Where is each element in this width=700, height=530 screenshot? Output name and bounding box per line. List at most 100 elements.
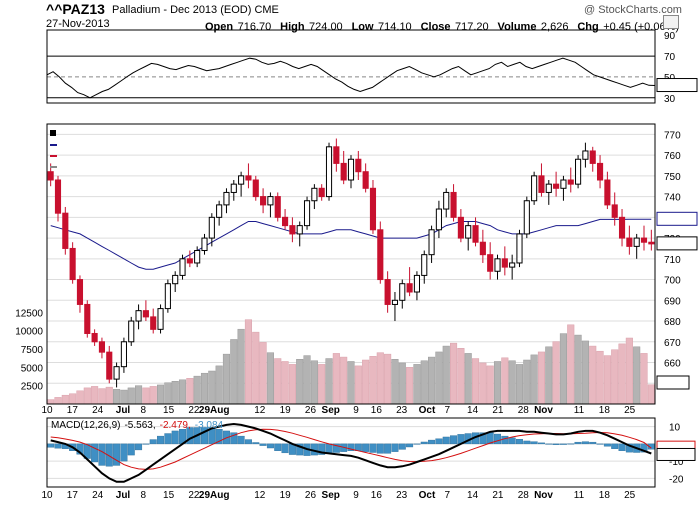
volume-bar xyxy=(369,356,377,405)
volume-bar xyxy=(244,319,252,405)
candle-body xyxy=(531,175,538,202)
candle-body xyxy=(120,341,127,368)
volume-tick-label: 12500 xyxy=(15,308,43,319)
macd-histogram-bar xyxy=(164,433,172,445)
volume-bar xyxy=(493,361,502,405)
volume-bar xyxy=(640,353,648,405)
candle-body xyxy=(318,187,325,198)
candle-body xyxy=(362,171,369,189)
candle-body xyxy=(282,216,289,227)
candle-body xyxy=(179,258,186,276)
macd-histogram-bar xyxy=(515,439,523,445)
macd-histogram-bar xyxy=(98,443,106,466)
candle-body xyxy=(626,237,633,247)
volume-bar xyxy=(537,351,546,405)
candle-body xyxy=(465,225,472,239)
candle-body xyxy=(406,283,413,293)
macd-histogram-bar xyxy=(398,443,406,450)
volume-bar xyxy=(266,352,274,405)
volume-bar xyxy=(428,356,436,405)
macd-histogram-bar xyxy=(354,443,362,451)
volume-bar xyxy=(376,352,384,405)
candle-body xyxy=(487,254,494,272)
volume-bar xyxy=(325,358,333,405)
macd-histogram-bar xyxy=(420,441,428,445)
volume-bar xyxy=(567,324,575,405)
candle-body xyxy=(399,283,406,301)
candle-body xyxy=(311,187,318,202)
volume-bar xyxy=(237,328,245,405)
arrow-up-icon[interactable] xyxy=(663,15,679,29)
macd-histogram-bar xyxy=(523,440,531,445)
volume-bar xyxy=(596,350,604,405)
volume-bar xyxy=(515,364,524,405)
volume-bar xyxy=(545,346,553,405)
price-tick-label: 750 xyxy=(664,172,681,183)
candle-body xyxy=(113,366,120,380)
volume-bar xyxy=(501,357,509,405)
x-tick-label-row1: 21 xyxy=(492,405,504,416)
macd-histogram-bar xyxy=(391,443,399,452)
date-text: 27-Nov-2013 xyxy=(46,18,110,30)
candle-body xyxy=(633,237,640,247)
candle-body xyxy=(596,162,604,181)
candle-body xyxy=(106,351,113,380)
macd-histogram-bar xyxy=(428,439,436,445)
macd-line xyxy=(50,422,652,483)
macd-histogram-bar xyxy=(376,443,384,454)
instrument-name: Palladium - Dec 2013 (EOD) CME xyxy=(112,4,279,16)
volume-bar xyxy=(252,331,260,405)
x-tick-label-row2: 25 xyxy=(624,490,636,501)
macd-histogram-bar xyxy=(120,443,128,462)
x-tick-label-row2: 10 xyxy=(41,490,53,501)
chg-value: +0.45 (+0.06%) xyxy=(603,21,680,33)
candle-body xyxy=(347,158,355,181)
macd-histogram-bar xyxy=(252,442,260,445)
volume-value: 2,626 xyxy=(540,21,569,33)
candle-body xyxy=(201,237,208,252)
macd-histogram-bar xyxy=(200,427,208,445)
macd-histogram-bar xyxy=(369,443,377,453)
macd-histogram-bar xyxy=(215,429,223,445)
close-label: Close xyxy=(420,21,451,33)
candle-body xyxy=(208,216,215,239)
macd-histogram-bar xyxy=(537,442,545,445)
volume-bar xyxy=(303,355,311,405)
x-tick-label-row1: 12 xyxy=(254,405,266,416)
volume-bar xyxy=(318,364,326,405)
x-tick-label-row2: 24 xyxy=(92,490,104,501)
macd-histogram-bar xyxy=(567,443,575,445)
candle-body xyxy=(223,191,230,206)
candle-body xyxy=(611,204,618,218)
macd-histogram-bar xyxy=(54,443,62,449)
volume-bar xyxy=(442,345,450,405)
candle-body xyxy=(538,175,545,193)
rsi-line xyxy=(46,57,656,99)
macd-histogram-bar xyxy=(603,443,611,447)
x-axis: 10 17 24 Jul 8 15 22 29Aug 12 19 26 Sep 9 16 23 Oct 7 14 2… xyxy=(41,405,635,501)
x-tick-label-row1: 18 xyxy=(599,405,611,416)
volume-bar xyxy=(406,367,414,405)
price-tick-label: 760 xyxy=(664,151,681,162)
rsi-panel: 90705030 xyxy=(46,29,698,105)
volume-bar xyxy=(552,341,560,405)
candle-body xyxy=(384,279,391,305)
macd-histogram-bar xyxy=(142,443,150,445)
macd-histogram-bar xyxy=(149,439,157,445)
macd-label-hist: -3.084 xyxy=(195,420,224,431)
candle-body xyxy=(216,204,223,218)
macd-label-prefix: MACD(12,26,9) xyxy=(51,420,120,431)
volume-bar xyxy=(105,386,113,405)
x-tick-label-row1: 19 xyxy=(280,405,292,416)
rsi-last-value-box xyxy=(656,78,698,93)
x-tick-label-row2: 19 xyxy=(280,490,292,501)
volume-bar xyxy=(420,360,428,405)
x-tick-label-row1: 25 xyxy=(624,405,636,416)
x-tick-label-row1: 28 xyxy=(518,405,530,416)
rsi-tick-label: 30 xyxy=(664,94,676,105)
macd-histogram-bar xyxy=(406,443,414,448)
x-tick-label-row2: Oct xyxy=(419,490,436,501)
macd-histogram-bar xyxy=(259,443,267,446)
volume-bar xyxy=(83,387,91,405)
x-tick-label-row2: 18 xyxy=(599,490,611,501)
